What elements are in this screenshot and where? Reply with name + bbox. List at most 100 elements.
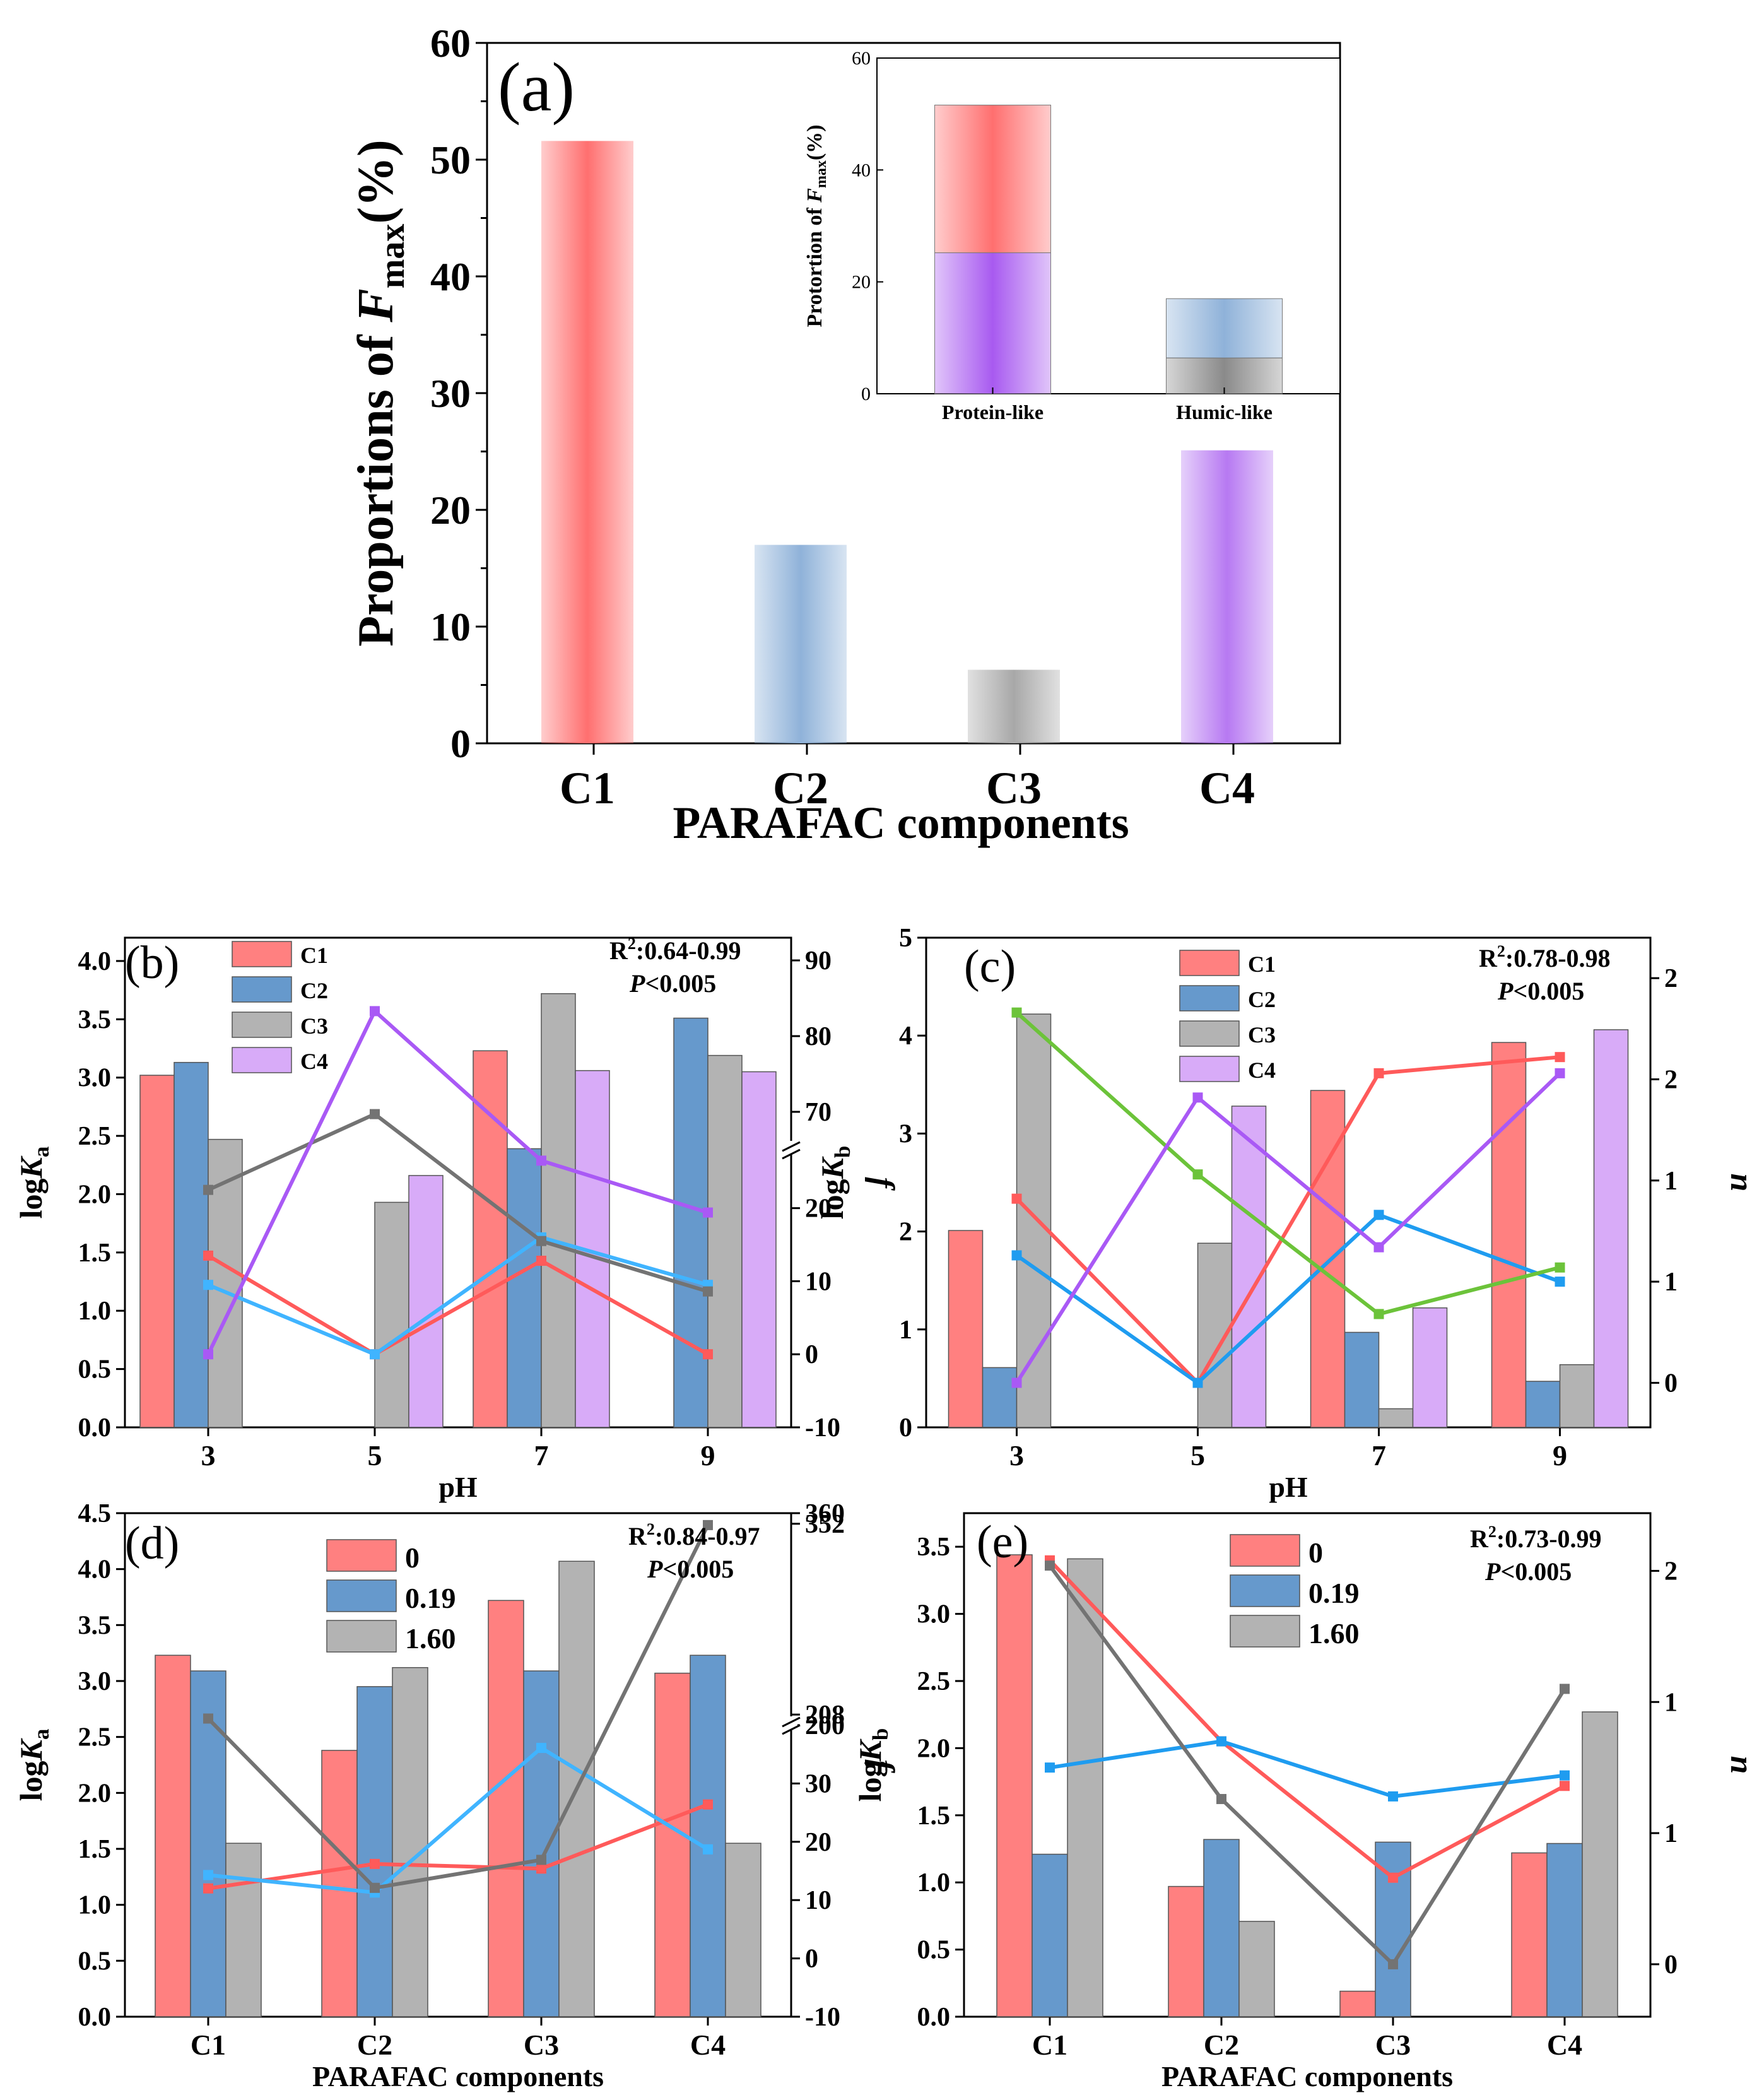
marker-d-0_19 [536, 1743, 546, 1754]
bar-b-c3-7 [541, 993, 576, 1428]
y-tick-label-c: 5 [899, 924, 912, 953]
marker-b-c3 [203, 1184, 213, 1195]
marker-b-c3 [703, 1286, 713, 1297]
y2-tick-label-d: 352 [805, 1510, 845, 1539]
panel-e: 0.0 0.5 1.0 1.5 2.0 2.5 3.0 3.5 0 1 1 2 C1 C2 C3 C4 0 0.1… [852, 1512, 1752, 2092]
x-tick-label-e: C3 [1375, 2029, 1411, 2061]
y2-tick-label-b: 80 [805, 1022, 832, 1051]
x-axis-title-d: PARAFAC components [312, 2060, 604, 2092]
y2-tick-label-d: 0 [805, 1945, 818, 1974]
y2-tick-label-e: 1 [1664, 1819, 1678, 1848]
legend-label-e: 1.60 [1308, 1617, 1360, 1649]
marker-b-c4 [703, 1207, 713, 1218]
x-tick-label-d: C2 [357, 2029, 392, 2061]
y2-tick-label-b: 20 [805, 1195, 832, 1224]
legend-label-b: C3 [300, 1013, 328, 1039]
line-b-c4 [206, 1008, 708, 1355]
marker-b-c3 [536, 1236, 546, 1246]
y-tick-label-b: 3.5 [78, 1005, 112, 1034]
bar-b-c2-9 [673, 1017, 708, 1428]
y-tick-label-e: 0.5 [917, 1936, 951, 1965]
y2-tick-label-c: 2 [1664, 964, 1678, 993]
bar-e-0-c1 [996, 1554, 1033, 2017]
marker-e-0_19 [1216, 1736, 1226, 1747]
marker-c-c4 [1192, 1092, 1203, 1103]
bar-e-0_19-c4 [1546, 1843, 1583, 2017]
legend-label-c: C3 [1248, 1022, 1276, 1047]
y-axis-title-b: logKa [13, 1147, 54, 1219]
y2-axis-title-b: f [864, 1177, 900, 1191]
marker-c-c2 [1192, 1377, 1203, 1388]
y-tick-label-b: 0.0 [78, 1413, 112, 1442]
y-tick-label-e: 1.0 [917, 1868, 951, 1897]
r2-annotation-b: R2:0.64-0.99 [609, 935, 741, 965]
y-tick-label-a: 60 [430, 21, 471, 66]
legend-swatch-c [1179, 1020, 1240, 1047]
y-tick-label-e: 0.0 [917, 2003, 951, 2032]
p-annotation-d: P<0.005 [647, 1555, 734, 1583]
bar-d-1_60-c2 [392, 1666, 428, 2017]
bar-e-0-c3 [1339, 1990, 1376, 2017]
legend-swatch-d [326, 1539, 397, 1572]
marker-d-1_60 [703, 1519, 713, 1530]
y-tick-label-c: 2 [899, 1218, 912, 1247]
marker-c-c2 [1373, 1210, 1384, 1220]
y-tick-label-a: 50 [430, 138, 471, 182]
marker-e-1_60 [1045, 1560, 1055, 1571]
y2-tick-label-c: 2 [1664, 1065, 1678, 1094]
marker-d-1_60 [203, 1713, 213, 1724]
r2-annotation-d: R2:0.84-0.97 [628, 1520, 760, 1550]
bar-d-0_19-c3 [523, 1670, 560, 2017]
plot-frame-d [124, 1512, 792, 2018]
marker-b-c2 [370, 1349, 380, 1360]
x-tick-label-c: 7 [1372, 1439, 1386, 1472]
x-tick-label-c: 9 [1553, 1439, 1567, 1472]
plot-frame-c [925, 936, 1652, 1429]
p-annotation-e: P<0.005 [1484, 1557, 1572, 1586]
bar-b-c1-3 [139, 1075, 175, 1428]
line-e-0 [1048, 1559, 1566, 1880]
bar-e-0_19-c1 [1032, 1853, 1068, 2017]
legend-swatch-d [326, 1579, 397, 1612]
inset-x-tick-label: Protein-like [942, 401, 1044, 423]
legend-swatch-c [1179, 950, 1240, 976]
bar-c1 [541, 141, 633, 743]
x-tick-label-c: 3 [1009, 1439, 1024, 1472]
bar-b-c3-5 [374, 1201, 409, 1428]
y-axis-title-d: logKa [13, 1729, 54, 1802]
y-tick-label-b: 0.5 [78, 1355, 112, 1384]
y-tick-label-e: 1.5 [917, 1802, 951, 1831]
y2-tick-label-d: 20 [805, 1828, 832, 1857]
inset-bar-c1 [934, 104, 1051, 254]
legend-label-c: C2 [1248, 987, 1276, 1012]
bar-e-1_60-c2 [1238, 1921, 1275, 2017]
x-tick-label-e: C2 [1204, 2029, 1239, 2061]
bar-b-c2-7 [507, 1148, 542, 1428]
marker-b-c1 [703, 1349, 713, 1360]
y2-tick-label-e: 0 [1664, 1950, 1678, 1979]
marker-c-c1 [1373, 1068, 1384, 1078]
y-tick-label-a: 40 [430, 254, 471, 299]
bar-c-c3-3 [1016, 1013, 1052, 1428]
bar-c-c1-9 [1491, 1042, 1527, 1428]
line-b-c2 [207, 1235, 708, 1357]
panel-label-a: (a) [498, 49, 575, 126]
marker-d-0 [370, 1858, 380, 1869]
marker-d-0 [203, 1883, 213, 1894]
line-b-c3 [207, 1112, 708, 1294]
y-tick-label-c: 0 [899, 1413, 912, 1442]
y-tick-label-d: 1.0 [78, 1891, 112, 1920]
marker-b-c4 [203, 1349, 213, 1360]
marker-c-c4 [1373, 1242, 1384, 1253]
y-tick-label-d: 4.0 [78, 1555, 112, 1584]
marker-d-1_60 [536, 1855, 546, 1865]
r2-annotation-c: R2:0.78-0.98 [1479, 942, 1611, 972]
line-c-c1 [1015, 1055, 1560, 1386]
x-tick-label-e: C4 [1547, 2029, 1582, 2061]
marker-e-0 [1560, 1781, 1570, 1791]
y2-axis-title-e: n [1724, 1756, 1752, 1774]
inset-bar-c4 [934, 252, 1051, 394]
axis-break-mark-b [782, 1148, 801, 1160]
marker-e-0 [1388, 1872, 1398, 1883]
